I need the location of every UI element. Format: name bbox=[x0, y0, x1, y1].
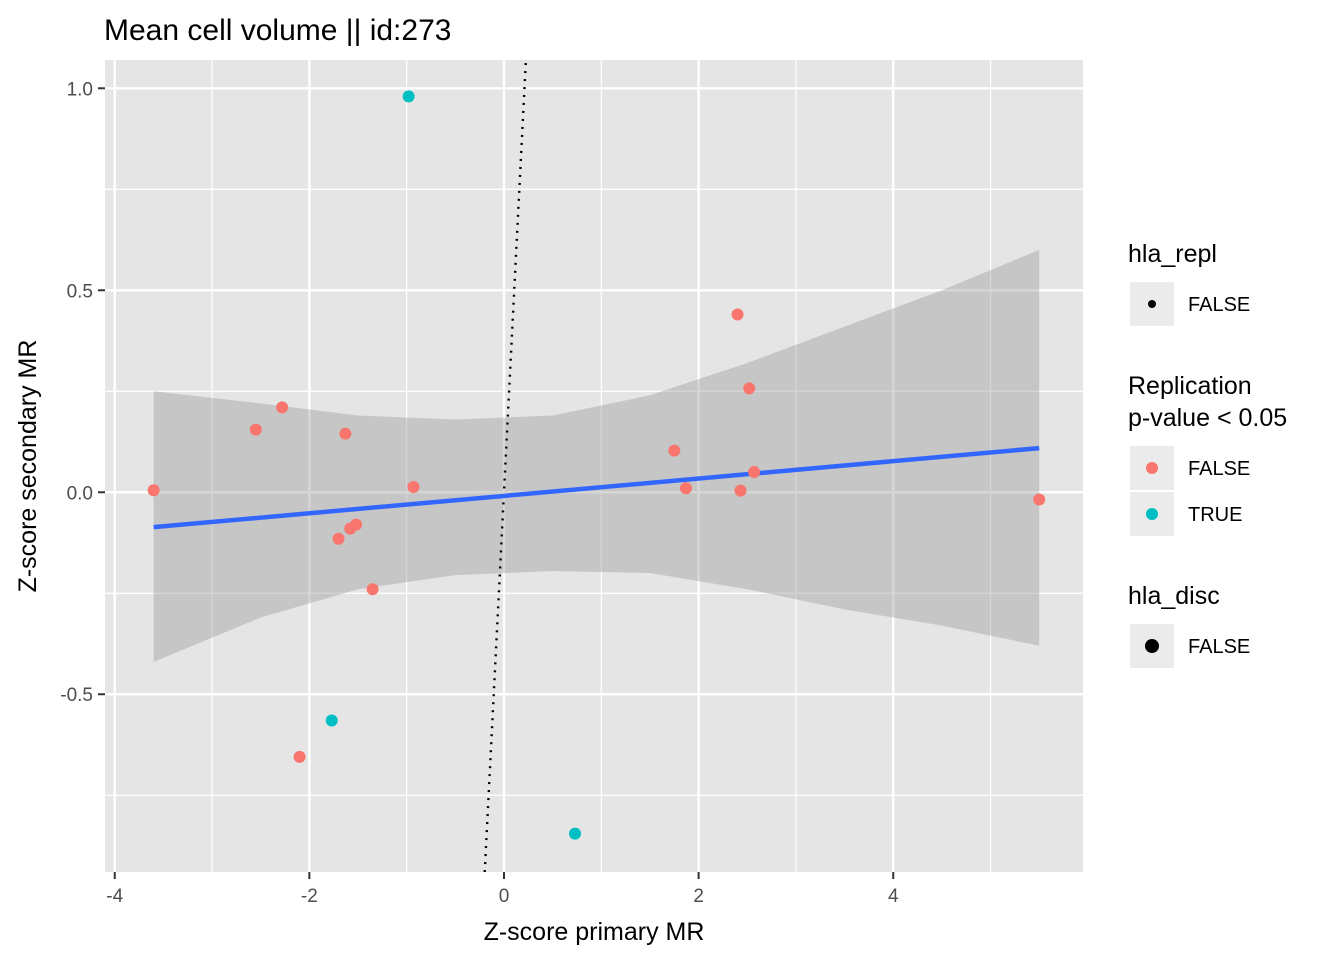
data-point-false bbox=[350, 518, 363, 531]
legend-key-true-dot bbox=[1146, 508, 1158, 520]
fit-line bbox=[153, 445, 1040, 530]
y-tick-label: -0.5 bbox=[60, 685, 93, 706]
data-point-false bbox=[147, 484, 160, 497]
x-axis-label: Z-score primary MR bbox=[484, 918, 705, 946]
legend-title: p-value < 0.05 bbox=[1128, 404, 1287, 432]
legend-key-small-dot bbox=[1148, 300, 1156, 308]
minor-gridlines bbox=[105, 60, 1083, 872]
y-tick-label: 0.0 bbox=[67, 483, 93, 504]
x-tick-label: 4 bbox=[888, 886, 899, 907]
y-tick-label: 1.0 bbox=[67, 79, 93, 100]
x-tick-label: -2 bbox=[301, 886, 318, 907]
data-point-false bbox=[276, 401, 289, 414]
data-point-true bbox=[569, 827, 582, 840]
legend-title: hla_disc bbox=[1128, 582, 1220, 610]
data-point-false bbox=[748, 466, 761, 479]
y-axis: -0.5 0.0 0.5 1.0 bbox=[60, 79, 105, 706]
confidence-ribbon bbox=[153, 249, 1040, 662]
data-point-false bbox=[668, 444, 681, 457]
major-gridlines bbox=[105, 60, 1083, 872]
data-point-false bbox=[1033, 493, 1046, 506]
legend-key-large-dot bbox=[1145, 639, 1159, 653]
legend-title: Replication bbox=[1128, 372, 1252, 400]
data-point-true bbox=[402, 90, 415, 103]
data-point-false bbox=[293, 750, 306, 763]
legend-key-false-dot bbox=[1146, 462, 1158, 474]
legend-entry-label: FALSE bbox=[1188, 458, 1250, 480]
data-point-false bbox=[339, 427, 352, 440]
data-points bbox=[147, 90, 1046, 840]
x-axis: -4 -2 0 2 4 bbox=[106, 872, 899, 907]
data-point-false bbox=[743, 382, 756, 395]
data-point-false bbox=[332, 532, 345, 545]
y-tick-label: 0.5 bbox=[67, 281, 93, 302]
legend-entry-label: TRUE bbox=[1188, 504, 1242, 526]
legend-entry-label: FALSE bbox=[1188, 636, 1250, 658]
data-point-false bbox=[249, 423, 262, 436]
x-tick-label: -4 bbox=[106, 886, 123, 907]
legend: hla_repl FALSE Replication p-value < 0.05 FA… bbox=[1128, 240, 1287, 668]
y-axis-label: Z-score secondary MR bbox=[14, 340, 42, 593]
data-point-true bbox=[325, 714, 338, 727]
data-point-false bbox=[679, 482, 692, 495]
legend-title: hla_repl bbox=[1128, 240, 1217, 268]
x-tick-label: 0 bbox=[499, 886, 510, 907]
data-point-false bbox=[731, 308, 744, 321]
data-point-false bbox=[366, 583, 379, 596]
legend-entry-label: FALSE bbox=[1188, 294, 1250, 316]
chart-title: Mean cell volume || id:273 bbox=[104, 14, 451, 47]
data-point-false bbox=[407, 481, 420, 494]
plot-panel bbox=[105, 60, 1083, 872]
x-tick-label: 2 bbox=[693, 886, 704, 907]
data-point-false bbox=[734, 484, 747, 497]
